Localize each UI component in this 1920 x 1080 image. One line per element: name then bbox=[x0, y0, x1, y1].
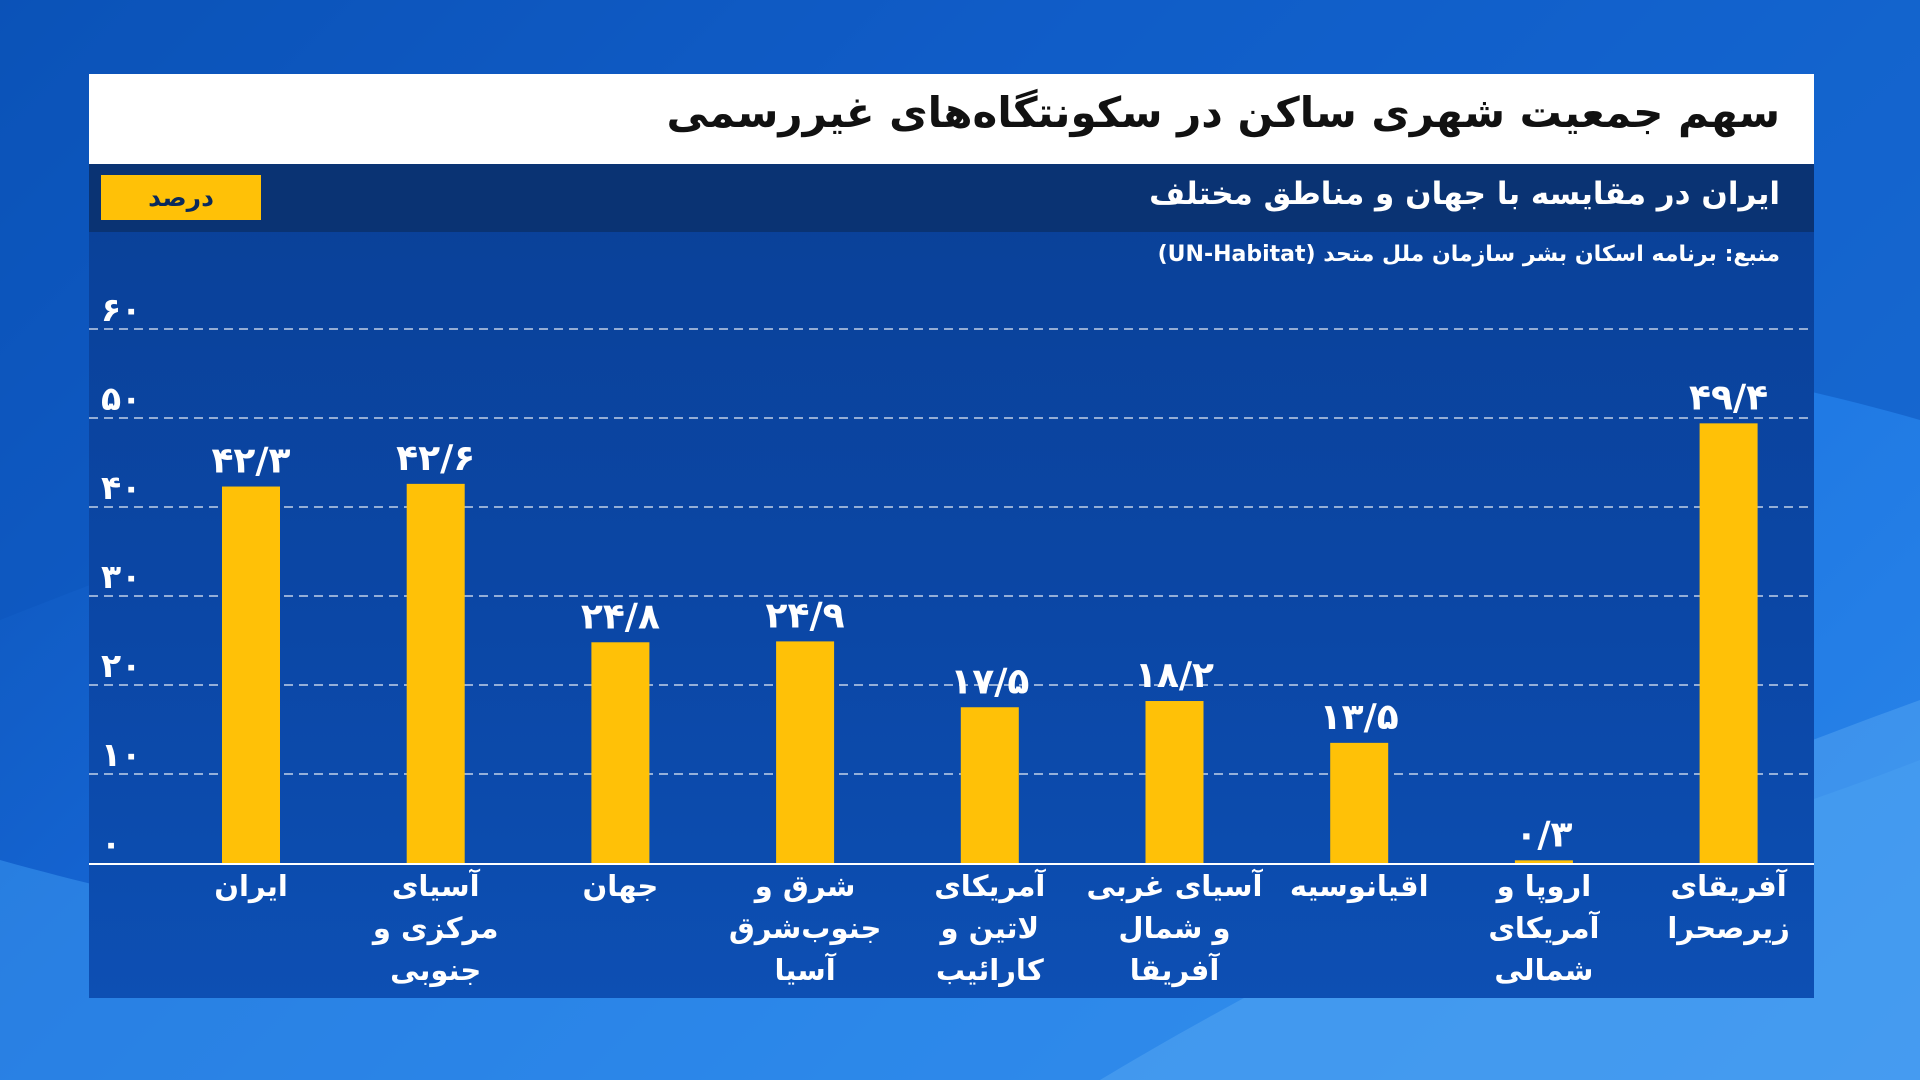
x-tick-label: آفریقای bbox=[1670, 868, 1787, 903]
subtitle-bar: ایران در مقایسه با جهان و مناطق مختلف در… bbox=[89, 164, 1814, 232]
bar-value-label: ۴۲/۶ bbox=[396, 438, 475, 479]
title-bar: سهم جمعیت شهری ساکن در سکونتگاه‌های غیرر… bbox=[89, 74, 1814, 164]
x-axis-labels: ایران آسیای مرکزی و جنوبی جهان شرق و جنوب‌شرق آ… bbox=[214, 868, 1790, 987]
x-tick-label: آسیای غربی bbox=[1087, 868, 1264, 903]
bar bbox=[1699, 423, 1758, 863]
bar bbox=[960, 707, 1019, 863]
x-tick-label: آمریکای bbox=[1488, 910, 1600, 945]
bar bbox=[222, 486, 280, 863]
chart-title: سهم جمعیت شهری ساکن در سکونتگاه‌های غیرر… bbox=[666, 88, 1780, 137]
x-tick-label: مرکزی و bbox=[371, 911, 499, 945]
gridlines bbox=[89, 328, 1814, 775]
bar-value-label: ۲۴/۸ bbox=[581, 596, 660, 637]
bar bbox=[406, 483, 465, 863]
x-tick-label: کارائیب bbox=[936, 953, 1044, 987]
chart-subtitle: ایران در مقایسه با جهان و مناطق مختلف bbox=[1149, 176, 1780, 212]
bar-chart: ۰ ۱۰ ۲۰ ۳۰ ۴۰ ۵۰ ۶۰ ۴۲/۳ ۴۲/۶ ۲۴/۸ ۲۴/۹ ۱۷/۵ ۱۸/۲ ۱۳… bbox=[89, 290, 1814, 987]
bar-value-label: ۴۲/۳ bbox=[211, 441, 290, 482]
unit-badge: درصد bbox=[101, 175, 261, 220]
value-labels: ۴۲/۳ ۴۲/۶ ۲۴/۸ ۲۴/۹ ۱۷/۵ ۱۸/۲ ۱۳/۵ ۰/۳ ۴۹/۴ bbox=[211, 377, 1768, 855]
bar-value-label: ۲۴/۹ bbox=[766, 595, 845, 636]
x-tick-label: لاتین و bbox=[939, 911, 1040, 945]
y-axis: ۰ ۱۰ ۲۰ ۳۰ ۴۰ ۵۰ ۶۰ bbox=[89, 290, 1814, 865]
y-tick-label: ۵۰ bbox=[101, 379, 141, 418]
bar-value-label: ۴۹/۴ bbox=[1689, 377, 1768, 418]
y-tick-label: ۳۰ bbox=[101, 557, 141, 596]
y-tick-label: ۰ bbox=[101, 824, 121, 863]
x-tick-label: آفریقا bbox=[1130, 952, 1221, 987]
x-tick-label: ایران bbox=[214, 869, 288, 903]
bar bbox=[1514, 860, 1573, 863]
bar bbox=[1145, 701, 1204, 863]
chart-card: سهم جمعیت شهری ساکن در سکونتگاه‌های غیرر… bbox=[89, 74, 1814, 998]
x-tick-label: و شمال bbox=[1118, 911, 1230, 945]
x-tick-label: شمالی bbox=[1494, 953, 1593, 987]
bars bbox=[222, 423, 1758, 863]
y-tick-label: ۱۰ bbox=[101, 735, 141, 774]
x-tick-label: جنوبی bbox=[390, 953, 481, 987]
x-tick-label: آسیای bbox=[392, 868, 481, 903]
x-tick-label: جهان bbox=[583, 869, 659, 903]
x-tick-label: زیرصحرا bbox=[1667, 911, 1790, 945]
x-tick-label: آمریکای bbox=[934, 868, 1046, 903]
y-tick-label: ۲۰ bbox=[101, 646, 141, 685]
bar-value-label: ۰/۳ bbox=[1515, 814, 1572, 855]
bar bbox=[591, 642, 650, 863]
bar-value-label: ۱۸/۲ bbox=[1135, 655, 1214, 696]
x-tick-label: جنوب‌شرق bbox=[729, 911, 882, 945]
bar bbox=[1330, 742, 1389, 863]
bar-value-label: ۱۷/۵ bbox=[950, 661, 1029, 702]
y-tick-label: ۴۰ bbox=[101, 468, 141, 507]
x-tick-label: اقیانوسیه bbox=[1290, 869, 1429, 903]
source-note: منبع: برنامه اسکان بشر سازمان ملل متحد (… bbox=[1157, 242, 1780, 267]
x-tick-label: آسیا bbox=[775, 952, 837, 987]
bar bbox=[776, 641, 835, 863]
y-tick-label: ۶۰ bbox=[101, 290, 141, 329]
x-tick-label: شرق و bbox=[753, 869, 856, 903]
bar-value-label: ۱۳/۵ bbox=[1320, 697, 1399, 738]
x-tick-label: اروپا و bbox=[1495, 869, 1592, 904]
